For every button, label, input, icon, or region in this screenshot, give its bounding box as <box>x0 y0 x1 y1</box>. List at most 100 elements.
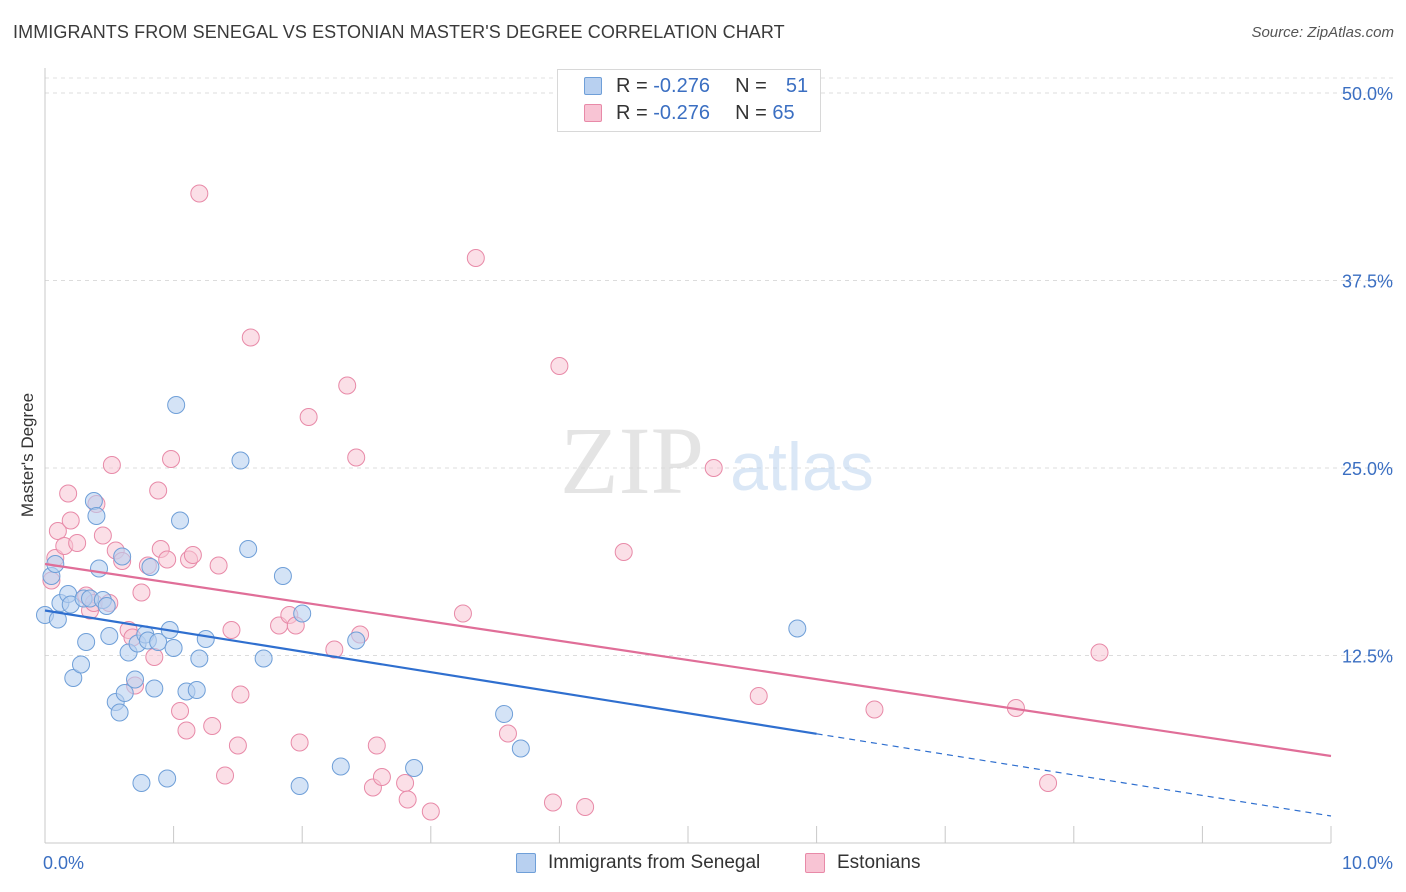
estonians-point <box>576 798 595 816</box>
senegal-point <box>64 669 83 687</box>
senegal-point <box>100 627 119 645</box>
senegal-point <box>511 739 530 758</box>
estonians-point <box>299 408 318 426</box>
estonians-point <box>149 481 168 500</box>
estonians-point <box>171 702 190 720</box>
senegal-point <box>196 630 215 648</box>
senegal-point <box>293 604 312 623</box>
estonians-point <box>453 604 472 623</box>
estonians-points <box>42 184 1109 821</box>
estonians-point <box>347 448 366 467</box>
senegal-point <box>273 567 292 585</box>
estonians-point <box>48 522 67 540</box>
legend-r-value: -0.276 <box>653 102 710 124</box>
senegal-point <box>331 757 350 776</box>
senegal-point <box>158 769 177 788</box>
senegal-trend-line <box>44 609 817 735</box>
estonians-point <box>132 583 151 602</box>
senegal-point <box>115 684 134 702</box>
estonians-point <box>158 550 177 569</box>
senegal-point <box>290 777 309 795</box>
tick-labels: 12.5% 25.0% 37.5% 50.0% 0.0% 10.0% <box>43 84 1393 873</box>
legend-swatch-estonians <box>584 104 602 122</box>
senegal-point <box>187 681 206 699</box>
estonians-point <box>93 526 112 545</box>
legend-r-label: R = <box>616 75 648 97</box>
estonians-point <box>543 793 562 812</box>
y-tick-label: 50.0% <box>1342 84 1393 104</box>
estonians-point <box>498 724 517 743</box>
senegal-point <box>97 597 116 615</box>
estonians-point <box>222 621 241 639</box>
estonians-point <box>396 774 415 792</box>
grid-lines <box>45 77 1394 656</box>
legend-n-value: 51 <box>785 75 809 97</box>
legend-n-value: 65 <box>772 102 795 124</box>
estonians-point <box>421 802 440 821</box>
senegal-point <box>347 631 366 650</box>
watermark-atlas: atlas <box>730 429 874 505</box>
x-tick-label: 0.0% <box>43 853 84 873</box>
estonians-point <box>61 511 80 530</box>
estonians-point <box>367 736 386 755</box>
bottom-legend-swatch-senegal <box>516 853 536 873</box>
legend-n-label: N = <box>735 75 767 97</box>
senegal-point <box>149 633 168 651</box>
senegal-point <box>190 649 209 668</box>
trend-lines <box>44 562 1332 817</box>
axes <box>44 68 1332 844</box>
legend-r-value: -0.276 <box>653 75 710 97</box>
senegal-point <box>110 703 129 722</box>
bottom-legend-label-estonians: Estonians <box>837 852 921 873</box>
y-tick-label: 37.5% <box>1342 272 1393 292</box>
y-axis-label: Master's Degree <box>18 393 37 517</box>
estonians-point <box>550 357 569 375</box>
senegal-point <box>113 547 132 566</box>
senegal-point <box>405 759 424 777</box>
senegal-point <box>126 670 145 689</box>
estonians-point <box>145 648 164 666</box>
estonians-point <box>183 546 202 564</box>
estonians-point <box>231 685 250 704</box>
estonians-point <box>177 721 196 740</box>
senegal-point <box>231 451 250 470</box>
senegal-point <box>90 559 109 578</box>
senegal-point <box>239 540 258 558</box>
senegal-point <box>77 633 96 651</box>
estonians-point <box>338 376 357 395</box>
senegal-point <box>788 619 807 638</box>
source-label: Source: ZipAtlas.com <box>1251 24 1394 41</box>
estonians-point <box>290 733 309 752</box>
estonians-point <box>228 736 247 755</box>
legend-n-label: N = <box>735 102 767 124</box>
estonians-point <box>209 556 228 575</box>
senegal-point <box>132 774 151 792</box>
estonians-point <box>372 768 391 786</box>
y-tick-label: 12.5% <box>1342 647 1393 667</box>
estonians-trend-line <box>44 562 1332 758</box>
estonians-point <box>190 184 209 203</box>
watermark: ZIP atlas <box>560 407 874 514</box>
senegal-point <box>171 511 190 530</box>
estonians-point <box>59 484 78 503</box>
estonians-point <box>325 640 344 659</box>
estonians-point <box>241 328 260 347</box>
senegal-point <box>167 396 186 414</box>
watermark-zip: ZIP <box>560 407 704 514</box>
estonians-point <box>614 543 633 561</box>
estonians-point <box>704 459 723 477</box>
estonians-point <box>203 717 222 735</box>
estonians-point <box>749 687 768 705</box>
senegal-point <box>141 558 160 576</box>
senegal-point <box>254 649 273 668</box>
estonians-point <box>1039 774 1058 792</box>
estonians-point <box>68 534 87 552</box>
senegal-trend-extension <box>816 733 1332 817</box>
y-tick-label: 25.0% <box>1342 459 1393 479</box>
bottom-legend-label-senegal: Immigrants from Senegal <box>548 852 761 873</box>
senegal-point <box>145 679 164 698</box>
chart-title: IMMIGRANTS FROM SENEGAL VS ESTONIAN MAST… <box>13 22 785 42</box>
estonians-point <box>398 790 417 809</box>
estonians-point <box>865 700 884 719</box>
